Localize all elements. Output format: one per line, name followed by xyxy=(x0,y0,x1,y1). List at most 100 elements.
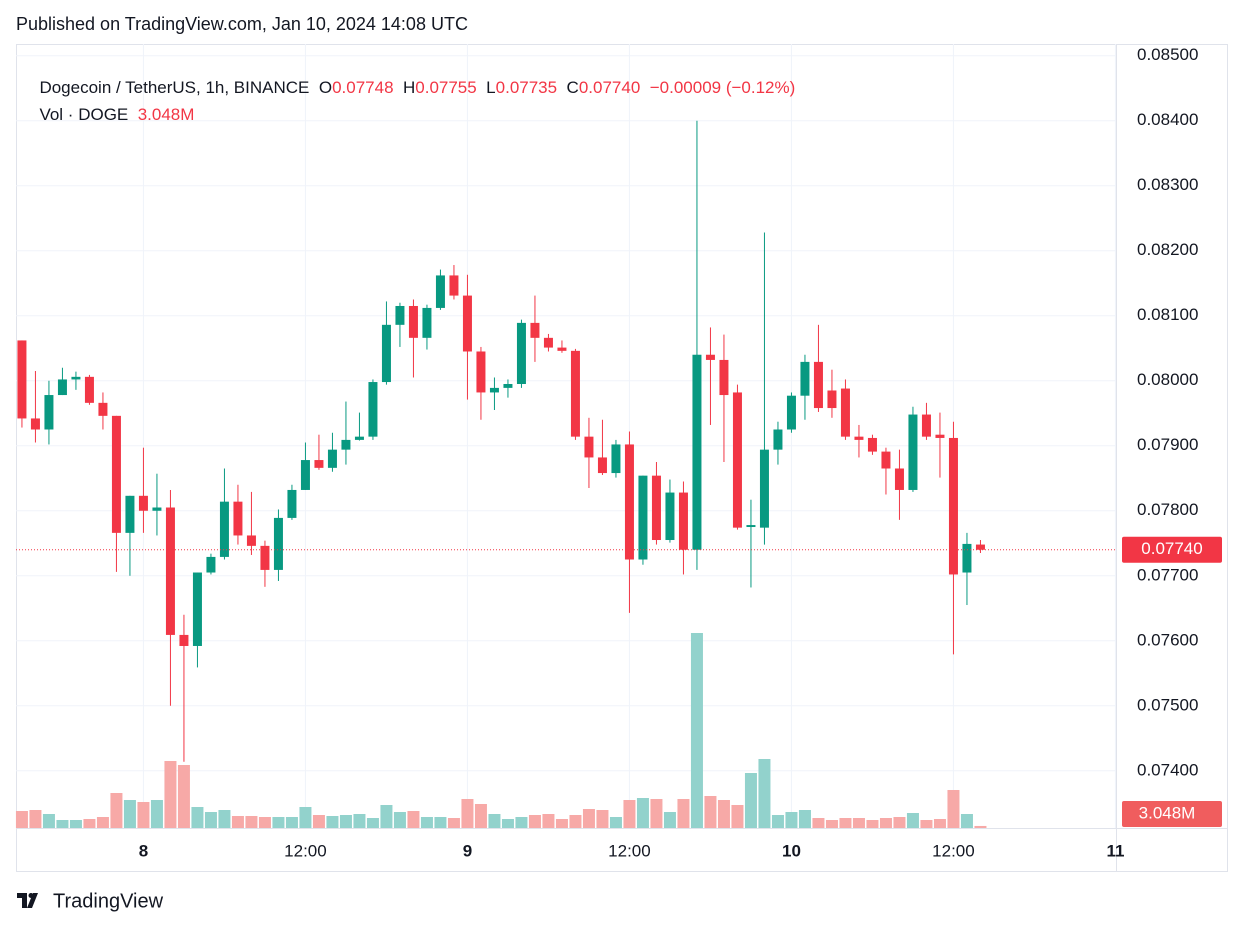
volume-bar xyxy=(272,817,285,828)
candle-body xyxy=(705,354,715,360)
candle-body xyxy=(219,501,229,557)
volume-bar xyxy=(299,807,312,828)
volume-bar xyxy=(906,813,919,828)
ohlc-value: 0.07755 xyxy=(415,78,477,97)
candle-body xyxy=(125,495,135,533)
candle-body xyxy=(57,379,67,396)
candle-body xyxy=(314,460,324,468)
legend: Dogecoin / TetherUS, 1h, BINANCE O 0.0774… xyxy=(30,58,795,98)
candle-body xyxy=(570,350,580,437)
candle-body xyxy=(179,634,189,646)
volume-bar xyxy=(677,799,690,828)
volume-bar xyxy=(366,818,379,828)
symbol-title: Dogecoin / TetherUS, 1h, BINANCE xyxy=(39,78,310,97)
volume-bar xyxy=(852,818,865,828)
candle-body xyxy=(381,324,391,383)
x-tick-label: 10 xyxy=(782,841,801,860)
x-tick-label: 11 xyxy=(1106,841,1124,860)
volume-bar xyxy=(501,819,514,828)
chart-frame xyxy=(16,44,1228,872)
candle-body xyxy=(246,535,256,546)
volume-bar xyxy=(137,802,150,828)
volume-bar xyxy=(245,816,258,828)
ohlc-key: O xyxy=(318,78,333,97)
candle-body xyxy=(192,572,202,646)
volume-bar xyxy=(839,818,852,828)
volume-title: Vol · DOGE xyxy=(39,105,129,124)
y-tick-label: 0.08100 xyxy=(1137,305,1198,324)
volume-bar xyxy=(447,818,460,828)
volume-bar xyxy=(879,818,892,828)
volume-bar xyxy=(380,805,393,828)
candle-body xyxy=(287,489,297,518)
ohlc-key: H xyxy=(402,78,416,97)
x-tick-label: 12:00 xyxy=(284,841,327,860)
y-tick-label: 0.07800 xyxy=(1137,500,1198,519)
volume-bar xyxy=(393,812,406,828)
candle-body xyxy=(759,449,769,528)
volume-bar xyxy=(812,818,825,828)
candle-body xyxy=(638,475,648,560)
volume-bar xyxy=(15,811,28,828)
volume-bar xyxy=(258,817,271,828)
volume-badge xyxy=(1122,801,1222,827)
y-tick-label: 0.08200 xyxy=(1137,240,1198,259)
volume-bar xyxy=(353,814,366,828)
candle-body xyxy=(827,390,837,409)
volume-bar xyxy=(123,800,136,828)
ohlc-key: L xyxy=(486,78,496,97)
volume-bar xyxy=(582,809,595,828)
volume-bar xyxy=(609,817,622,828)
candle-body xyxy=(395,305,405,325)
candle-body xyxy=(665,492,675,541)
candle-body xyxy=(597,457,607,474)
candle-body xyxy=(921,414,931,437)
candle-body xyxy=(462,295,472,352)
volume-bar xyxy=(798,810,811,828)
candle-body xyxy=(206,556,216,573)
candle-body xyxy=(746,525,756,528)
logo-dot xyxy=(28,893,34,898)
volume-bar xyxy=(150,800,163,828)
volume-bar xyxy=(596,810,609,828)
logo-mark xyxy=(17,893,38,908)
volume-bar xyxy=(947,790,960,828)
volume-bar xyxy=(96,817,109,828)
volume-bar xyxy=(29,810,42,828)
ohlc-value: 0.07740 xyxy=(578,78,641,97)
candle-body xyxy=(719,359,729,396)
candle-body xyxy=(354,436,364,440)
y-tick-label: 0.07400 xyxy=(1137,760,1198,779)
candle-body xyxy=(273,517,283,570)
volume-bar xyxy=(717,800,730,828)
volume-bar xyxy=(407,811,420,828)
volume-bar xyxy=(110,793,123,828)
volume-bar xyxy=(636,798,649,828)
volume-bar xyxy=(866,820,879,828)
candle-body xyxy=(152,507,162,511)
candle-body xyxy=(138,495,148,511)
volume-bar xyxy=(312,815,325,828)
candle-body xyxy=(449,275,459,296)
volume-bar xyxy=(893,817,906,828)
candle-body xyxy=(408,305,418,338)
x-tick-label: 12:00 xyxy=(608,841,651,860)
volume-bar xyxy=(920,820,933,828)
grid xyxy=(16,44,1116,828)
candle-body xyxy=(678,492,688,550)
brand: TradingView xyxy=(53,890,164,912)
volume-bar xyxy=(933,819,946,828)
volume-bar xyxy=(825,820,838,828)
volume-bar xyxy=(569,815,582,828)
candle-body xyxy=(773,429,783,450)
candle-body xyxy=(651,475,661,541)
candle-body xyxy=(300,460,310,490)
volume-bar xyxy=(974,825,987,828)
candle-body xyxy=(341,439,351,450)
y-tick-label: 0.07700 xyxy=(1137,565,1198,584)
volume-bar xyxy=(177,765,190,828)
x-tick-label: 9 xyxy=(463,841,472,860)
volume-bar xyxy=(42,814,55,828)
volume-bar xyxy=(434,817,447,828)
